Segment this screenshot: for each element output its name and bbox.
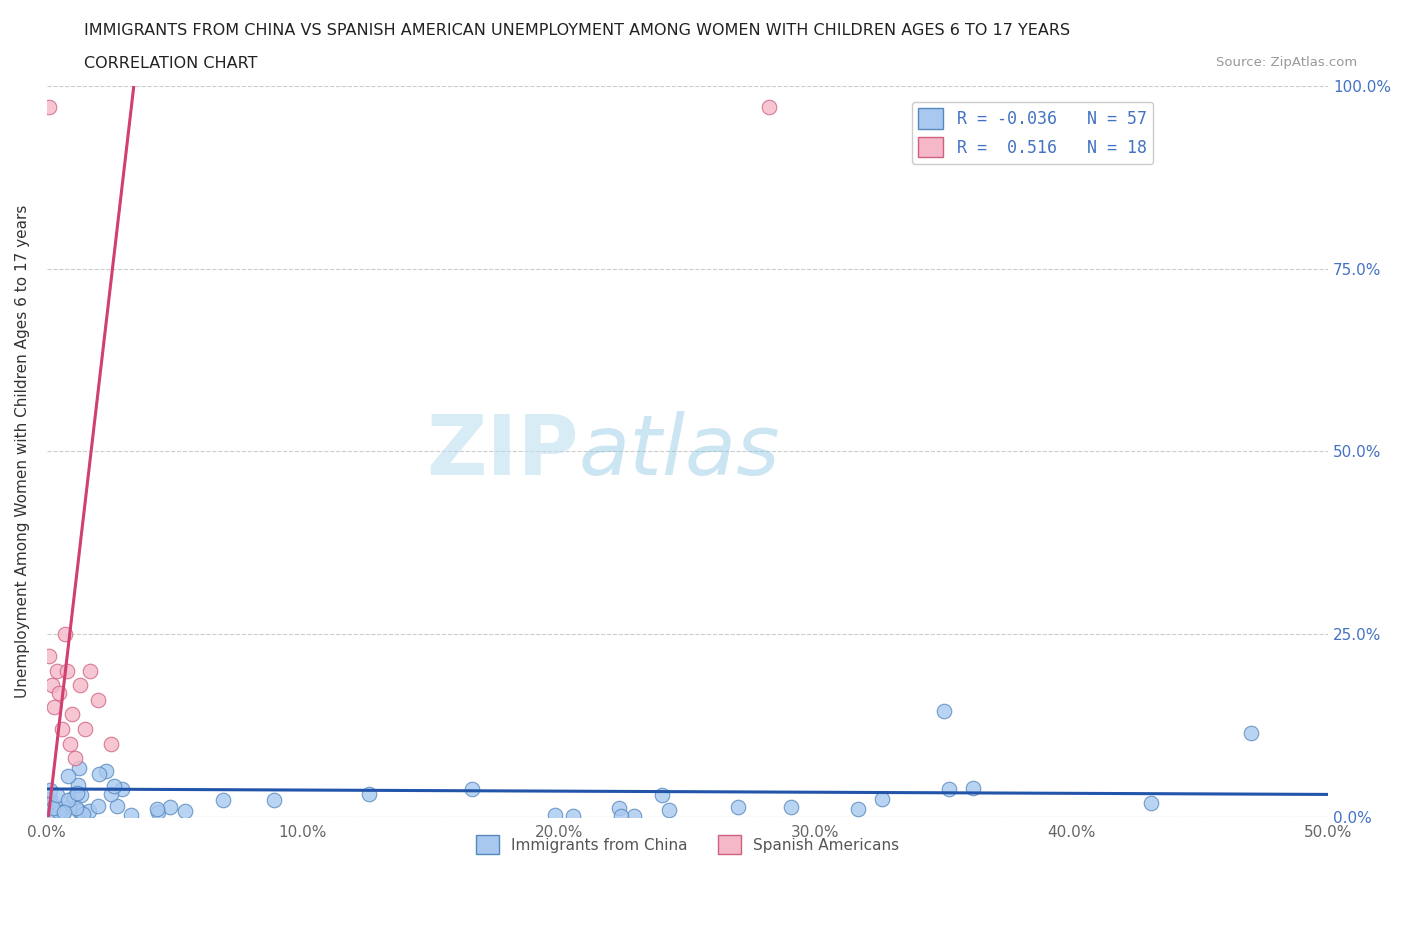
Point [53, 627, 76, 642]
Point [211, 793, 233, 808]
Point [357, 787, 380, 802]
Point [65, 786, 87, 801]
Point [610, 808, 633, 823]
Point [146, 804, 169, 819]
Point [51, 807, 73, 822]
Point [65, 801, 87, 816]
Point [46, 788, 69, 803]
Point [39, 796, 62, 811]
Point [45, 663, 67, 678]
Point [38, 100, 60, 114]
Point [72, 808, 94, 823]
Point [758, 100, 780, 114]
Point [461, 781, 484, 796]
Text: Source: ZipAtlas.com: Source: ZipAtlas.com [1216, 56, 1357, 69]
Point [100, 737, 122, 751]
Point [938, 781, 960, 796]
Point [1240, 725, 1263, 740]
Text: ZIP: ZIP [426, 411, 578, 492]
Point [38, 782, 60, 797]
Point [72, 806, 94, 821]
Point [56, 793, 79, 808]
Point [623, 808, 645, 823]
Point [44, 699, 66, 714]
Point [46, 800, 69, 815]
Point [79, 663, 101, 678]
Point [51, 722, 73, 737]
Point [846, 802, 869, 817]
Point [87, 692, 110, 707]
Text: CORRELATION CHART: CORRELATION CHART [84, 56, 257, 71]
Point [75, 722, 97, 737]
Point [67, 804, 90, 818]
Point [66, 777, 89, 792]
Point [53, 804, 76, 819]
Point [42, 801, 65, 816]
Point [86, 799, 108, 814]
Point [94, 764, 117, 778]
Point [58, 800, 80, 815]
Point [41, 678, 63, 693]
Point [932, 703, 955, 718]
Point [48, 804, 70, 819]
Point [63, 790, 86, 804]
Point [67, 761, 90, 776]
Point [780, 800, 803, 815]
Point [48, 685, 70, 700]
Point [38, 648, 60, 663]
Point [263, 793, 285, 808]
Point [962, 780, 984, 795]
Point [872, 792, 894, 807]
Y-axis label: Unemployment Among Women with Children Ages 6 to 17 years: Unemployment Among Women with Children A… [15, 205, 30, 698]
Point [103, 779, 125, 794]
Point [609, 801, 631, 816]
Point [38, 807, 60, 822]
Point [56, 663, 79, 678]
Legend: Immigrants from China, Spanish Americans: Immigrants from China, Spanish Americans [470, 830, 905, 860]
Point [658, 803, 681, 817]
Point [70, 788, 93, 803]
Point [62, 792, 84, 807]
Point [39, 791, 62, 806]
Point [59, 737, 82, 751]
Text: IMMIGRANTS FROM CHINA VS SPANISH AMERICAN UNEMPLOYMENT AMONG WOMEN WITH CHILDREN: IMMIGRANTS FROM CHINA VS SPANISH AMERICA… [84, 23, 1070, 38]
Point [1139, 796, 1161, 811]
Point [63, 751, 86, 765]
Point [651, 788, 673, 803]
Point [60, 707, 83, 722]
Point [146, 802, 169, 817]
Point [174, 804, 197, 818]
Point [111, 782, 134, 797]
Text: atlas: atlas [578, 411, 780, 492]
Point [100, 786, 122, 801]
Point [87, 767, 110, 782]
Point [562, 808, 585, 823]
Point [159, 800, 181, 815]
Point [69, 678, 91, 693]
Point [105, 799, 128, 814]
Point [727, 800, 749, 815]
Point [77, 804, 100, 818]
Point [544, 808, 567, 823]
Point [120, 808, 142, 823]
Point [49, 805, 72, 820]
Point [56, 768, 79, 783]
